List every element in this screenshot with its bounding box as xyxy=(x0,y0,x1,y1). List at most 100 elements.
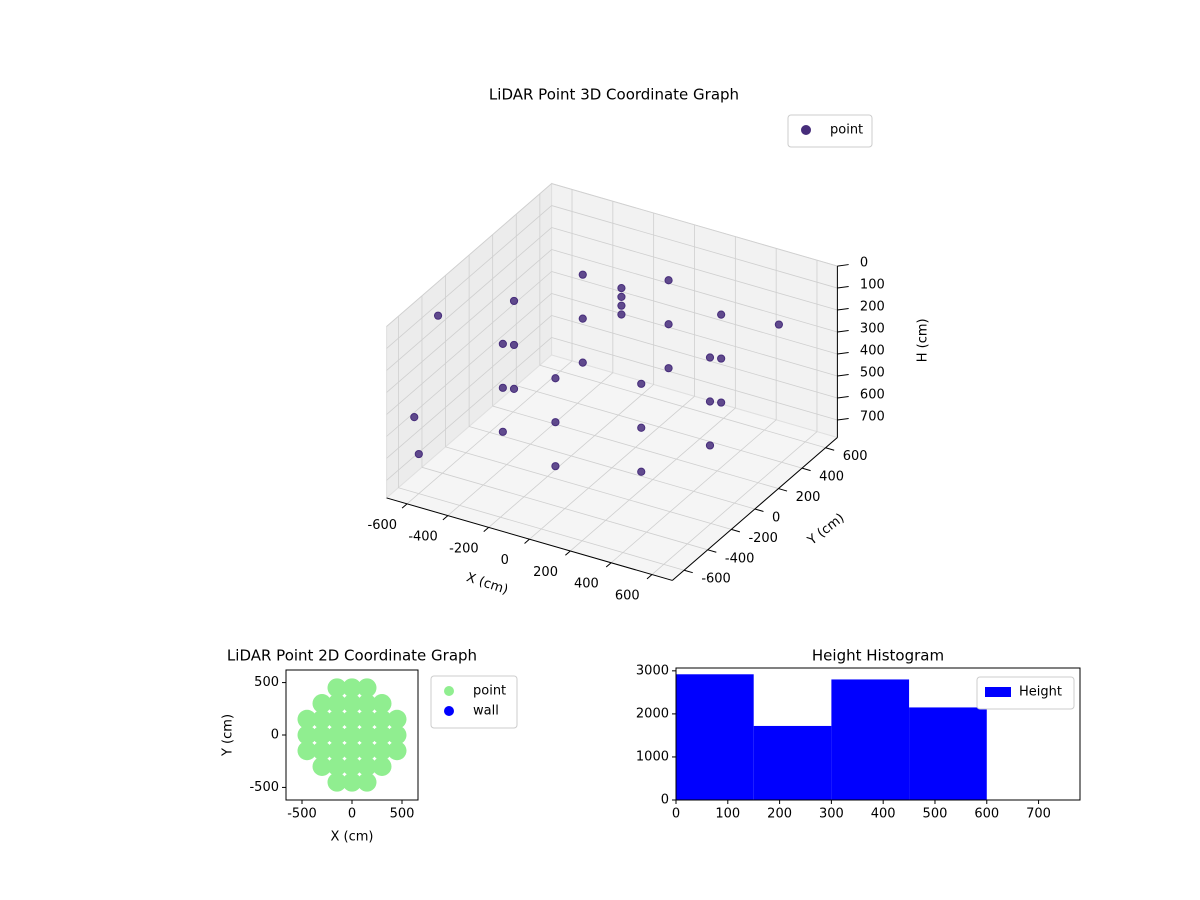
point xyxy=(327,756,347,776)
point xyxy=(664,364,673,373)
bar xyxy=(676,674,754,800)
legend-label: wall xyxy=(473,704,499,719)
point xyxy=(637,467,646,476)
chart-title: LiDAR Point 2D Coordinate Graph xyxy=(227,647,477,665)
point xyxy=(617,301,626,310)
point xyxy=(372,694,392,714)
y-tick-label: -200 xyxy=(748,531,778,546)
y-tick-label: 400 xyxy=(819,470,844,485)
point xyxy=(327,725,347,745)
point xyxy=(578,314,587,323)
z-tick-label: 700 xyxy=(860,409,885,424)
grid-line xyxy=(551,249,838,333)
legend-marker xyxy=(444,706,454,716)
point xyxy=(551,374,560,383)
point xyxy=(551,462,560,471)
x-tick-label: 500 xyxy=(390,807,415,822)
legend-swatch xyxy=(985,687,1011,697)
z-tick xyxy=(837,417,849,421)
x-tick-label: 700 xyxy=(1026,807,1051,822)
point xyxy=(297,725,317,745)
point xyxy=(357,709,377,729)
grid-line xyxy=(386,183,552,327)
grid-line xyxy=(386,227,552,371)
x-tick-label: 600 xyxy=(974,807,999,822)
point xyxy=(342,678,362,698)
point xyxy=(578,270,587,279)
z-axis-label: H (cm) xyxy=(916,318,931,362)
point xyxy=(312,756,332,776)
point xyxy=(705,397,715,406)
point xyxy=(327,772,347,792)
legend-marker xyxy=(801,125,811,135)
x-tick-label: 200 xyxy=(533,565,558,580)
grid-line xyxy=(386,205,552,349)
y-tick-label: 3000 xyxy=(636,663,669,678)
z-tick xyxy=(837,264,849,267)
grid-line xyxy=(551,227,838,311)
grid-line xyxy=(551,315,838,399)
point xyxy=(433,311,443,320)
x-tick xyxy=(646,574,653,580)
point xyxy=(509,384,519,393)
x-axis xyxy=(386,497,673,581)
x-tick-label: -500 xyxy=(287,807,317,822)
point xyxy=(387,709,407,729)
x-tick xyxy=(483,527,490,533)
point xyxy=(312,694,332,714)
z-tick xyxy=(837,373,849,377)
grid-line xyxy=(539,364,826,449)
z-tick-label: 400 xyxy=(860,343,885,358)
bar xyxy=(831,679,910,800)
grid-line xyxy=(551,271,838,355)
y-tick xyxy=(731,528,741,533)
point xyxy=(664,320,673,329)
legend-box xyxy=(787,114,873,148)
x-tick-label: -600 xyxy=(368,518,398,533)
point xyxy=(717,354,726,363)
point xyxy=(342,756,362,776)
grid-line xyxy=(386,249,552,393)
point xyxy=(357,756,377,776)
legend-label: point xyxy=(830,123,863,138)
point xyxy=(578,358,587,367)
y-tick-label: 200 xyxy=(796,490,821,505)
y-tick xyxy=(825,447,835,451)
point xyxy=(342,741,362,761)
point xyxy=(387,725,407,745)
point xyxy=(297,709,317,729)
y-axis-label: Y (cm) xyxy=(221,714,236,757)
y-tick xyxy=(801,467,811,472)
x-tick-label: 0 xyxy=(672,807,680,822)
x-tick-label: 400 xyxy=(574,577,599,592)
point xyxy=(357,678,377,698)
z-tick-label: 300 xyxy=(860,322,885,337)
x-tick-label: 200 xyxy=(767,807,792,822)
y-tick-label: 0 xyxy=(772,510,780,525)
y-tick-label: 2000 xyxy=(636,706,669,721)
y-tick-label: 500 xyxy=(254,675,279,690)
grid-line xyxy=(421,466,708,551)
point xyxy=(342,772,362,792)
x-tick-label: 0 xyxy=(501,553,509,568)
point xyxy=(717,398,726,407)
point xyxy=(637,379,646,388)
point xyxy=(312,709,332,729)
grid-line xyxy=(386,315,552,459)
z-tick xyxy=(837,395,849,399)
point xyxy=(509,340,519,350)
grid-line xyxy=(551,183,838,267)
z-tick-label: 600 xyxy=(860,387,885,402)
point xyxy=(342,694,362,714)
point xyxy=(372,725,392,745)
grid-line xyxy=(516,385,803,469)
y-tick-label: -500 xyxy=(249,780,279,795)
y-tick-label: 1000 xyxy=(636,749,669,764)
y-tick xyxy=(684,569,693,574)
point xyxy=(372,741,392,761)
x-tick-label: 100 xyxy=(715,807,740,822)
x-tick-label: 600 xyxy=(615,588,640,603)
z-tick-label: 0 xyxy=(860,256,868,271)
point xyxy=(410,413,419,422)
point xyxy=(617,284,626,293)
